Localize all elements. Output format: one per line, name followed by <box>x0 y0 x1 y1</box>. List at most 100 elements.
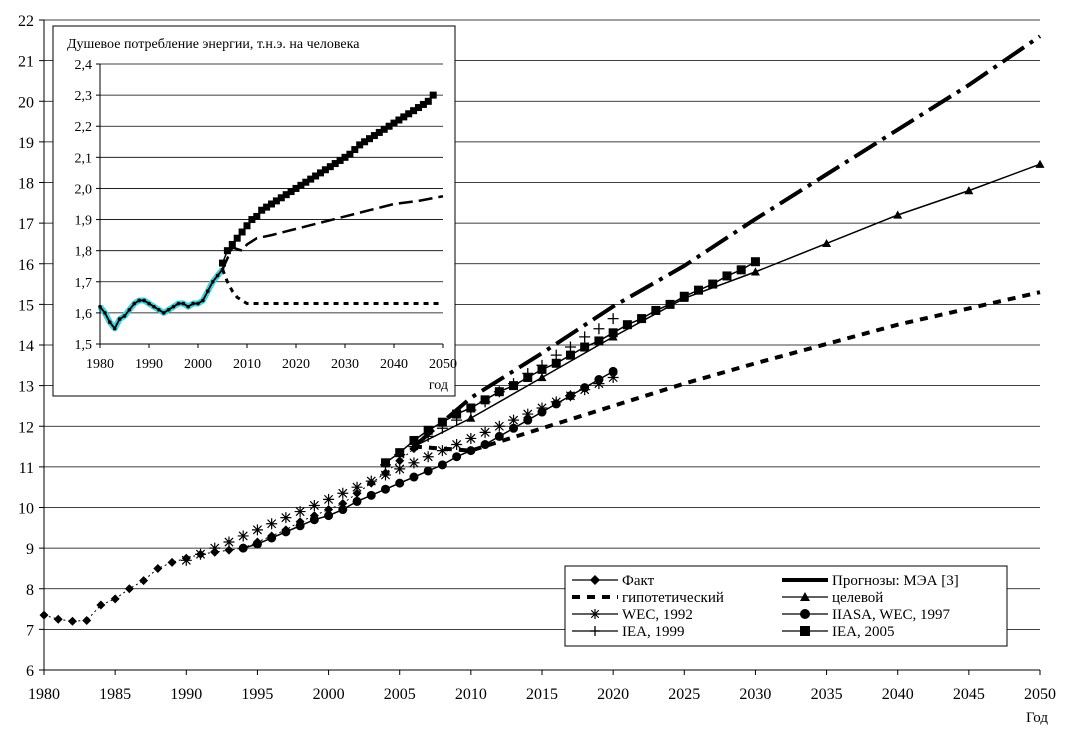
inset-series-0-point-1994 <box>166 307 171 312</box>
inset-series-3-point-2045 <box>415 104 422 112</box>
inset-series-3-point-2047 <box>424 97 432 105</box>
legend-swatch-3 <box>782 592 828 601</box>
inset-series-3-point-2019 <box>287 188 295 196</box>
series-5-point-2017 <box>565 391 575 401</box>
inset-series-3-point-2032 <box>351 146 359 154</box>
series-line-3 <box>412 34 1042 449</box>
inset-series-3-point-2028 <box>331 160 339 168</box>
inset-title: Душевое потребление энергии, т.н.э. на ч… <box>67 37 360 52</box>
series-7-point-2018 <box>580 342 590 352</box>
legend-label-0: Факт <box>622 573 655 589</box>
legend-label-4: WEC, 1992 <box>622 607 693 623</box>
inset-x-tick-label-2: 2000 <box>184 357 212 372</box>
series-2-point-2015 <box>537 373 547 382</box>
inset-series-0-point-1983 <box>112 326 117 331</box>
series-7-point-2014 <box>523 373 533 382</box>
series-7-point-2023 <box>651 305 661 315</box>
series-0-point-1983 <box>82 615 92 625</box>
inset-x-tick-label-0: 1980 <box>86 357 114 372</box>
x-tick-label-1980: 1980 <box>28 686 60 703</box>
x-tick-label-2045: 2045 <box>953 686 985 703</box>
series-5-point-2016 <box>551 399 561 409</box>
inset-series <box>97 91 444 332</box>
inset-series-0-point-1988 <box>137 298 141 303</box>
inset-series-2 <box>221 194 444 270</box>
series-7-point-2024 <box>665 299 675 309</box>
inset-series-3-point-2007 <box>228 240 236 248</box>
series-6-point-2020 <box>607 313 619 325</box>
y-tick-label-13: 13 <box>18 379 34 396</box>
legend-swatch-marker-6 <box>590 626 600 636</box>
series-4-point-2005 <box>394 463 406 475</box>
y-tick-label-22: 22 <box>18 13 34 30</box>
inset-series-3-point-2012 <box>253 212 261 220</box>
series-4-point-1996 <box>266 518 278 530</box>
series-4-point-2006 <box>408 457 420 469</box>
series-7-point-2029 <box>736 265 746 275</box>
series-5-point-1995 <box>252 539 262 549</box>
y-tick-label-15: 15 <box>18 297 34 314</box>
y-tick-label-18: 18 <box>18 176 34 193</box>
series-0-point-2005 <box>395 456 405 466</box>
legend-entry-4: WEC, 1992 <box>572 607 693 623</box>
inset-y-tick-label-5: 2,0 <box>75 182 93 197</box>
series-0-point-1984 <box>96 600 106 610</box>
series-0-point-2002 <box>352 488 362 498</box>
series-5-point-1994 <box>238 543 248 553</box>
inset-series-0-point-1982 <box>108 320 112 325</box>
series-5-point-2003 <box>366 490 376 500</box>
legend-entry-3: целевой <box>782 590 883 606</box>
series-2-point-2045 <box>964 186 974 195</box>
inset-series-0-point-2001 <box>201 298 205 303</box>
inset-series-3-point-2038 <box>380 125 388 133</box>
inset-y-tick-label-1: 1,6 <box>75 307 93 322</box>
legend-entry-2: гипотетический <box>572 590 724 606</box>
series-7-point-2028 <box>722 271 732 281</box>
y-tick-label-6: 6 <box>26 663 34 680</box>
series-5-point-2019 <box>594 375 604 385</box>
inset-series-3-point-2039 <box>385 122 393 130</box>
inset-series-3-point-2031 <box>346 150 354 158</box>
series-4-point-2007 <box>422 451 434 463</box>
inset-series-0-point-1992 <box>157 307 161 312</box>
y-tick-label-9: 9 <box>26 541 34 558</box>
inset-series-3-point-2005 <box>219 259 226 267</box>
legend-swatch-marker-4 <box>590 609 600 619</box>
inset-series-3-point-2034 <box>361 138 369 146</box>
series-5-point-2002 <box>352 496 362 506</box>
legend-swatch-6 <box>572 626 618 636</box>
series-0-point-1993 <box>224 545 234 555</box>
x-tick-label-2020: 2020 <box>597 686 629 703</box>
inset-series-3-point-2043 <box>405 110 413 118</box>
inset-series-3-point-2006 <box>223 247 231 255</box>
inset-series-3-point-2011 <box>248 216 256 224</box>
inset-series-3-point-2026 <box>321 166 329 174</box>
inset-series-3-point-2030 <box>341 153 349 161</box>
y-tick-label-14: 14 <box>18 338 34 355</box>
inset-y-tick-label-0: 1,5 <box>75 338 93 353</box>
x-tick-label-2005: 2005 <box>384 686 416 703</box>
series-2-point-2010 <box>466 413 476 422</box>
x-tick-label-2015: 2015 <box>526 686 558 703</box>
inset-series-0-point-1993 <box>161 311 166 315</box>
legend-swatch-4 <box>572 609 618 619</box>
inset-x-tick-label-6: 2040 <box>380 357 408 372</box>
series-4-point-1999 <box>308 499 320 511</box>
inset-series-3-point-2016 <box>272 197 280 205</box>
y-tick-label-20: 20 <box>18 94 34 111</box>
inset-x-tick-label-7: 2050 <box>429 357 457 372</box>
series-7-point-2025 <box>679 291 689 301</box>
inset-series-0-point-1981 <box>103 311 107 315</box>
inset-series-3-point-2046 <box>419 100 427 108</box>
inset-series-3-point-2023 <box>307 175 315 183</box>
series-4-point-1992 <box>209 542 221 554</box>
y-tick-label-7: 7 <box>26 622 34 639</box>
series-5-point-2001 <box>338 505 348 515</box>
inset-series-3-point-2008 <box>233 234 241 242</box>
x-tick-label-2000: 2000 <box>313 686 345 703</box>
inset-series-3-point-2033 <box>356 141 364 149</box>
series-4-point-1993 <box>223 536 235 548</box>
inset-chart: Душевое потребление энергии, т.н.э. на ч… <box>52 25 457 397</box>
x-tick-label-2040: 2040 <box>882 686 914 703</box>
